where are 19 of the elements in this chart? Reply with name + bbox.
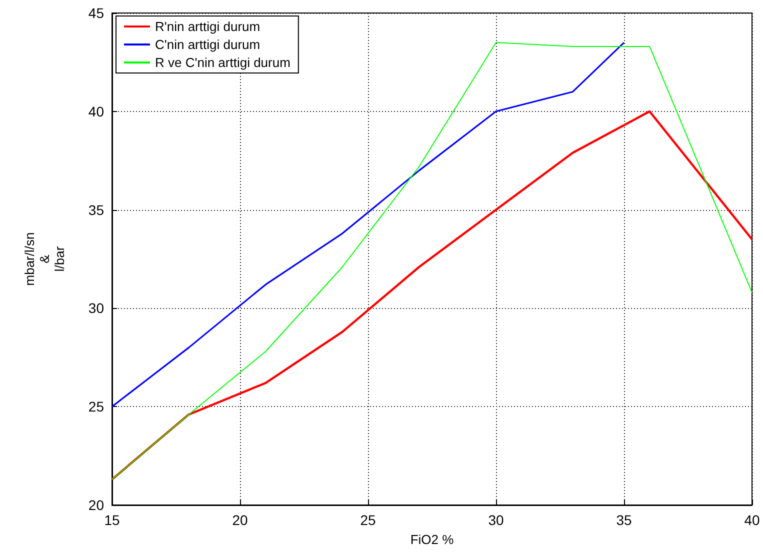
x-axis-title: FiO2 % — [410, 532, 454, 547]
y-tick-label: 20 — [88, 497, 104, 513]
y-tick-label: 25 — [88, 398, 104, 415]
y-tick-label: 35 — [88, 202, 104, 218]
x-tick-label: 15 — [104, 512, 120, 528]
legend-label: C'nin arttigi durum — [155, 37, 260, 52]
y-tick-label: 45 — [88, 5, 104, 21]
x-tick-label: 35 — [616, 512, 632, 528]
x-tick-label: 25 — [360, 512, 376, 528]
legend-label: R ve C'nin arttigi durum — [155, 55, 290, 70]
legend-label: R'nin arttigi durum — [155, 19, 260, 34]
line-series — [110, 110, 754, 481]
x-tick-label: 40 — [744, 512, 760, 528]
line-series — [111, 42, 625, 408]
y-tick-label: 40 — [88, 103, 104, 120]
x-tick-label: 20 — [232, 512, 248, 528]
y-tick-label: 30 — [88, 300, 104, 316]
y-axis-title: mbar/l/sn & l/bar — [22, 232, 67, 286]
x-tick-label: 30 — [488, 512, 504, 528]
